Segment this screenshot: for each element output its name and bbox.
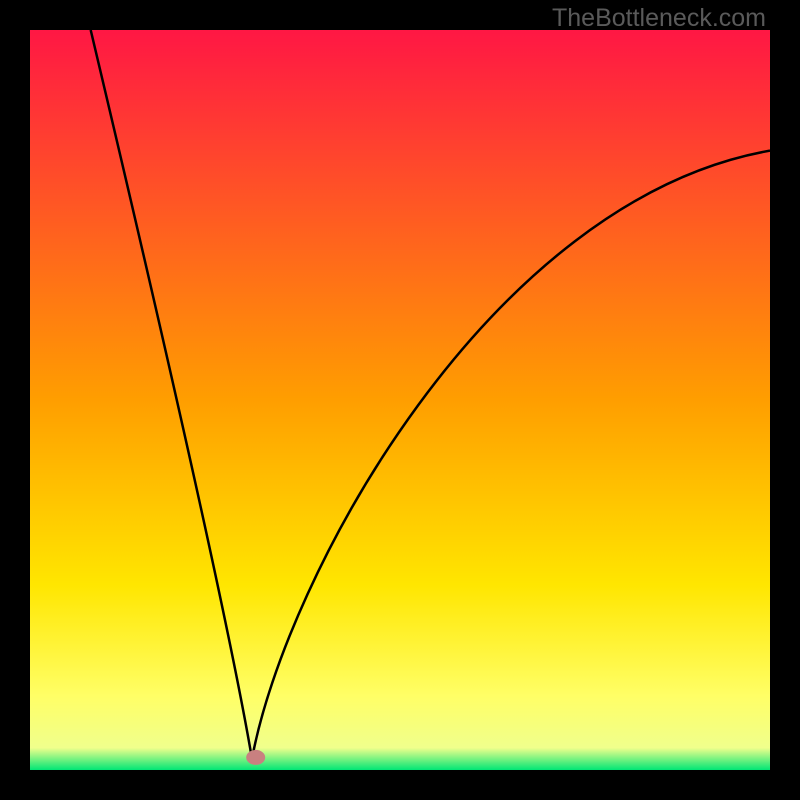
bottleneck-curve [30, 30, 770, 770]
gradient-plot-area [30, 30, 770, 770]
chart-outer-frame: TheBottleneck.com [0, 0, 800, 800]
watermark-text: TheBottleneck.com [552, 4, 766, 33]
curve-path [91, 30, 770, 759]
vertex-marker [247, 750, 265, 764]
